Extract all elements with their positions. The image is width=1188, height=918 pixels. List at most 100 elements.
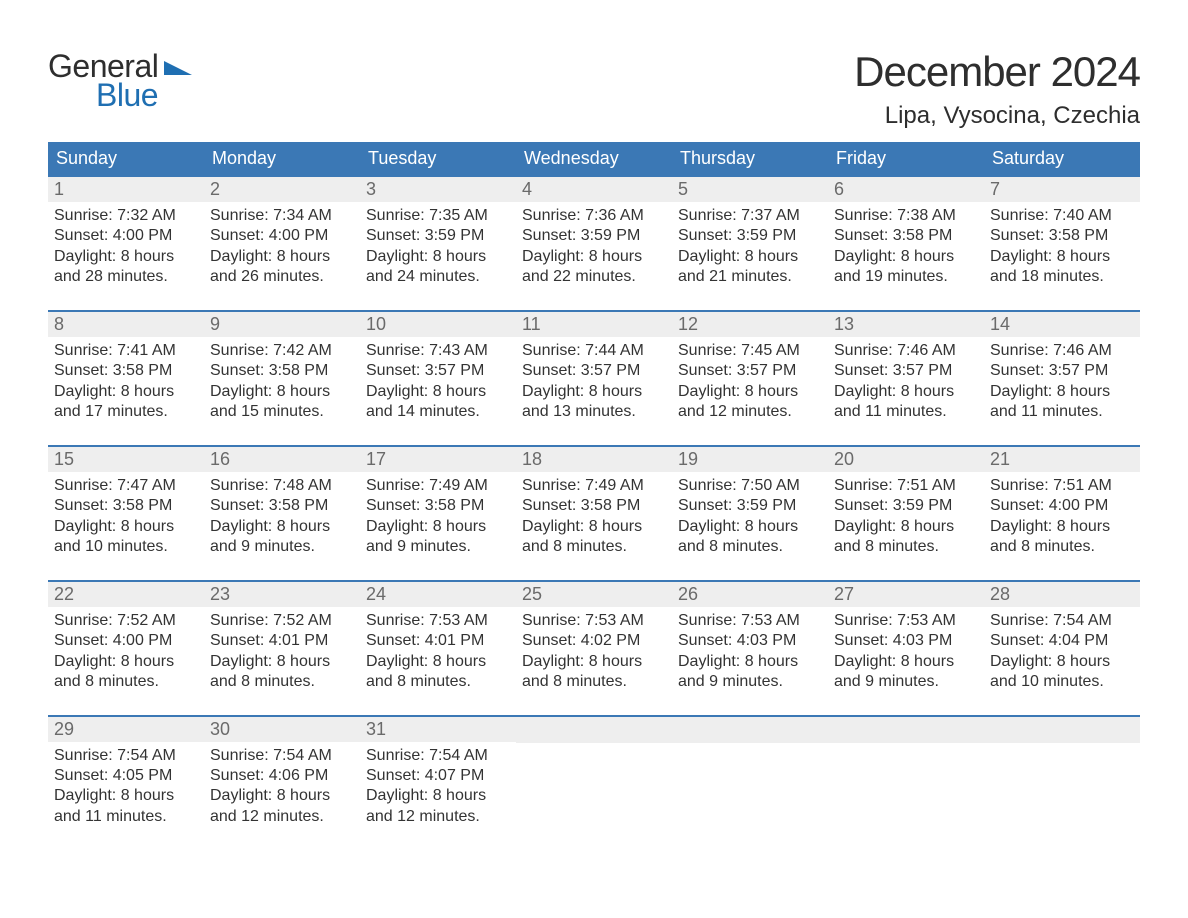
day-cell: 13Sunrise: 7:46 AMSunset: 3:57 PMDayligh…	[828, 312, 984, 423]
day-body: Sunrise: 7:40 AMSunset: 3:58 PMDaylight:…	[984, 202, 1140, 288]
day-cell: 10Sunrise: 7:43 AMSunset: 3:57 PMDayligh…	[360, 312, 516, 423]
day-body: Sunrise: 7:51 AMSunset: 4:00 PMDaylight:…	[984, 472, 1140, 558]
daylight-text-1: Daylight: 8 hours	[678, 382, 822, 402]
week-row: 15Sunrise: 7:47 AMSunset: 3:58 PMDayligh…	[48, 445, 1140, 558]
day-body: Sunrise: 7:54 AMSunset: 4:07 PMDaylight:…	[360, 742, 516, 828]
sunset-text: Sunset: 4:01 PM	[366, 631, 510, 651]
day-number: 6	[828, 177, 984, 202]
daylight-text-1: Daylight: 8 hours	[678, 652, 822, 672]
daylight-text-2: and 12 minutes.	[678, 402, 822, 422]
daylight-text-2: and 9 minutes.	[210, 537, 354, 557]
day-number: 23	[204, 582, 360, 607]
daylight-text-1: Daylight: 8 hours	[522, 652, 666, 672]
daylight-text-1: Daylight: 8 hours	[54, 517, 198, 537]
brand-logo: General Blue	[48, 48, 192, 114]
day-number: 11	[516, 312, 672, 337]
sunrise-text: Sunrise: 7:53 AM	[678, 611, 822, 631]
week-row: 1Sunrise: 7:32 AMSunset: 4:00 PMDaylight…	[48, 175, 1140, 288]
daylight-text-1: Daylight: 8 hours	[834, 517, 978, 537]
daylight-text-2: and 11 minutes.	[834, 402, 978, 422]
sunset-text: Sunset: 4:00 PM	[990, 496, 1134, 516]
dow-cell: Sunday	[48, 142, 204, 175]
day-number	[984, 717, 1140, 743]
day-cell	[828, 717, 984, 828]
dow-cell: Saturday	[984, 142, 1140, 175]
daylight-text-2: and 14 minutes.	[366, 402, 510, 422]
day-number: 18	[516, 447, 672, 472]
daylight-text-2: and 9 minutes.	[366, 537, 510, 557]
day-body: Sunrise: 7:49 AMSunset: 3:58 PMDaylight:…	[516, 472, 672, 558]
day-number: 19	[672, 447, 828, 472]
sunrise-text: Sunrise: 7:42 AM	[210, 341, 354, 361]
sunrise-text: Sunrise: 7:43 AM	[366, 341, 510, 361]
day-cell: 18Sunrise: 7:49 AMSunset: 3:58 PMDayligh…	[516, 447, 672, 558]
day-body: Sunrise: 7:54 AMSunset: 4:04 PMDaylight:…	[984, 607, 1140, 693]
day-cell: 17Sunrise: 7:49 AMSunset: 3:58 PMDayligh…	[360, 447, 516, 558]
week-row: 8Sunrise: 7:41 AMSunset: 3:58 PMDaylight…	[48, 310, 1140, 423]
daylight-text-2: and 8 minutes.	[210, 672, 354, 692]
day-cell: 4Sunrise: 7:36 AMSunset: 3:59 PMDaylight…	[516, 177, 672, 288]
sunset-text: Sunset: 4:00 PM	[54, 226, 198, 246]
sunset-text: Sunset: 3:57 PM	[366, 361, 510, 381]
daylight-text-1: Daylight: 8 hours	[366, 786, 510, 806]
sunrise-text: Sunrise: 7:51 AM	[834, 476, 978, 496]
title-block: December 2024 Lipa, Vysocina, Czechia	[854, 48, 1140, 130]
sunrise-text: Sunrise: 7:45 AM	[678, 341, 822, 361]
sunset-text: Sunset: 4:01 PM	[210, 631, 354, 651]
daylight-text-1: Daylight: 8 hours	[54, 247, 198, 267]
day-number: 1	[48, 177, 204, 202]
week-row: 22Sunrise: 7:52 AMSunset: 4:00 PMDayligh…	[48, 580, 1140, 693]
sunrise-text: Sunrise: 7:48 AM	[210, 476, 354, 496]
day-body: Sunrise: 7:53 AMSunset: 4:02 PMDaylight:…	[516, 607, 672, 693]
daylight-text-2: and 19 minutes.	[834, 267, 978, 287]
location: Lipa, Vysocina, Czechia	[854, 102, 1140, 130]
day-number: 3	[360, 177, 516, 202]
sunrise-text: Sunrise: 7:36 AM	[522, 206, 666, 226]
daylight-text-1: Daylight: 8 hours	[210, 382, 354, 402]
day-cell: 21Sunrise: 7:51 AMSunset: 4:00 PMDayligh…	[984, 447, 1140, 558]
sunrise-text: Sunrise: 7:41 AM	[54, 341, 198, 361]
sunrise-text: Sunrise: 7:35 AM	[366, 206, 510, 226]
daylight-text-1: Daylight: 8 hours	[210, 517, 354, 537]
sunrise-text: Sunrise: 7:52 AM	[54, 611, 198, 631]
sunset-text: Sunset: 3:58 PM	[834, 226, 978, 246]
daylight-text-2: and 11 minutes.	[990, 402, 1134, 422]
sunset-text: Sunset: 3:57 PM	[990, 361, 1134, 381]
sunrise-text: Sunrise: 7:53 AM	[366, 611, 510, 631]
sunrise-text: Sunrise: 7:40 AM	[990, 206, 1134, 226]
sunset-text: Sunset: 4:00 PM	[210, 226, 354, 246]
day-cell: 28Sunrise: 7:54 AMSunset: 4:04 PMDayligh…	[984, 582, 1140, 693]
sunrise-text: Sunrise: 7:54 AM	[54, 746, 198, 766]
sunrise-text: Sunrise: 7:47 AM	[54, 476, 198, 496]
day-number: 22	[48, 582, 204, 607]
day-body: Sunrise: 7:53 AMSunset: 4:01 PMDaylight:…	[360, 607, 516, 693]
day-body: Sunrise: 7:42 AMSunset: 3:58 PMDaylight:…	[204, 337, 360, 423]
daylight-text-2: and 8 minutes.	[522, 672, 666, 692]
logo-sail-icon	[164, 61, 192, 75]
day-body: Sunrise: 7:51 AMSunset: 3:59 PMDaylight:…	[828, 472, 984, 558]
daylight-text-1: Daylight: 8 hours	[990, 247, 1134, 267]
sunset-text: Sunset: 3:59 PM	[522, 226, 666, 246]
sunset-text: Sunset: 4:03 PM	[678, 631, 822, 651]
daylight-text-2: and 18 minutes.	[990, 267, 1134, 287]
sunset-text: Sunset: 3:59 PM	[834, 496, 978, 516]
daylight-text-2: and 9 minutes.	[678, 672, 822, 692]
day-body: Sunrise: 7:54 AMSunset: 4:05 PMDaylight:…	[48, 742, 204, 828]
day-cell: 15Sunrise: 7:47 AMSunset: 3:58 PMDayligh…	[48, 447, 204, 558]
daylight-text-1: Daylight: 8 hours	[54, 382, 198, 402]
sunrise-text: Sunrise: 7:53 AM	[522, 611, 666, 631]
day-cell: 12Sunrise: 7:45 AMSunset: 3:57 PMDayligh…	[672, 312, 828, 423]
dow-cell: Tuesday	[360, 142, 516, 175]
daylight-text-2: and 12 minutes.	[366, 807, 510, 827]
day-number: 4	[516, 177, 672, 202]
day-body: Sunrise: 7:54 AMSunset: 4:06 PMDaylight:…	[204, 742, 360, 828]
day-number: 26	[672, 582, 828, 607]
day-body: Sunrise: 7:37 AMSunset: 3:59 PMDaylight:…	[672, 202, 828, 288]
daylight-text-2: and 12 minutes.	[210, 807, 354, 827]
day-number: 15	[48, 447, 204, 472]
day-number: 14	[984, 312, 1140, 337]
sunrise-text: Sunrise: 7:46 AM	[990, 341, 1134, 361]
daylight-text-2: and 8 minutes.	[834, 537, 978, 557]
sunrise-text: Sunrise: 7:54 AM	[210, 746, 354, 766]
day-number: 28	[984, 582, 1140, 607]
